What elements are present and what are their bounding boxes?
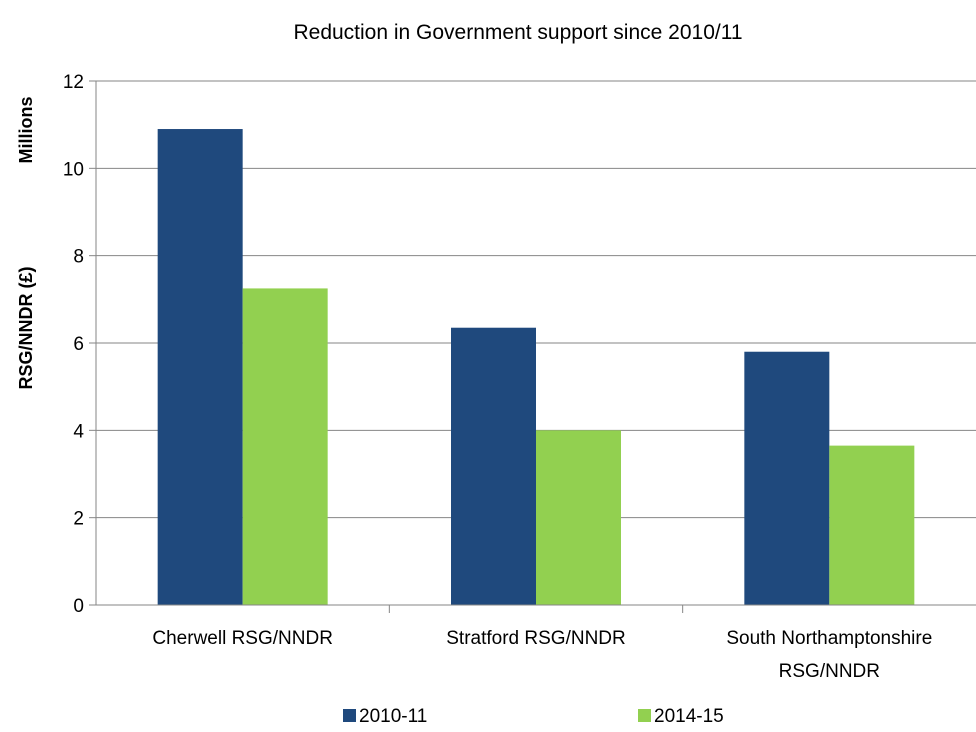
x-category-label: South Northamptonshire <box>726 628 932 649</box>
bar-2014-15-2 <box>829 445 915 605</box>
labels: Reduction in Government support since 20… <box>16 21 932 682</box>
y-tick-label: 8 <box>73 247 84 268</box>
y-tick-label: 0 <box>73 596 84 617</box>
bar-2014-15-0 <box>242 288 328 605</box>
bar-2014-15-1 <box>536 430 621 605</box>
bar-2010-11-0 <box>157 129 243 606</box>
axes <box>89 80 976 613</box>
legend-swatch-2014-15 <box>638 709 651 722</box>
x-category-label: Cherwell RSG/NNDR <box>152 628 333 649</box>
legend-label: 2014-15 <box>654 706 724 727</box>
y-tick-label: 2 <box>73 509 84 530</box>
x-category-label: RSG/NNDR <box>779 661 880 682</box>
x-category-label: Stratford RSG/NNDR <box>446 628 625 649</box>
bars <box>157 129 915 606</box>
legend: 2010-11 2014-15 <box>343 706 724 727</box>
legend-label: 2010-11 <box>359 706 427 727</box>
y-tick-label: 12 <box>63 72 84 93</box>
y-tick-label: 10 <box>63 159 84 180</box>
y-tick-label: 6 <box>73 334 84 355</box>
legend-swatch-2010-11 <box>343 709 356 722</box>
y-tick-label: 4 <box>73 421 84 442</box>
bar-2010-11-2 <box>744 351 830 605</box>
y-axis-unit-label: Millions <box>16 97 36 164</box>
bar-2010-11-1 <box>451 327 536 605</box>
y-axis-label: RSG/NNDR (£) <box>16 266 36 389</box>
chart-title: Reduction in Government support since 20… <box>293 21 742 44</box>
